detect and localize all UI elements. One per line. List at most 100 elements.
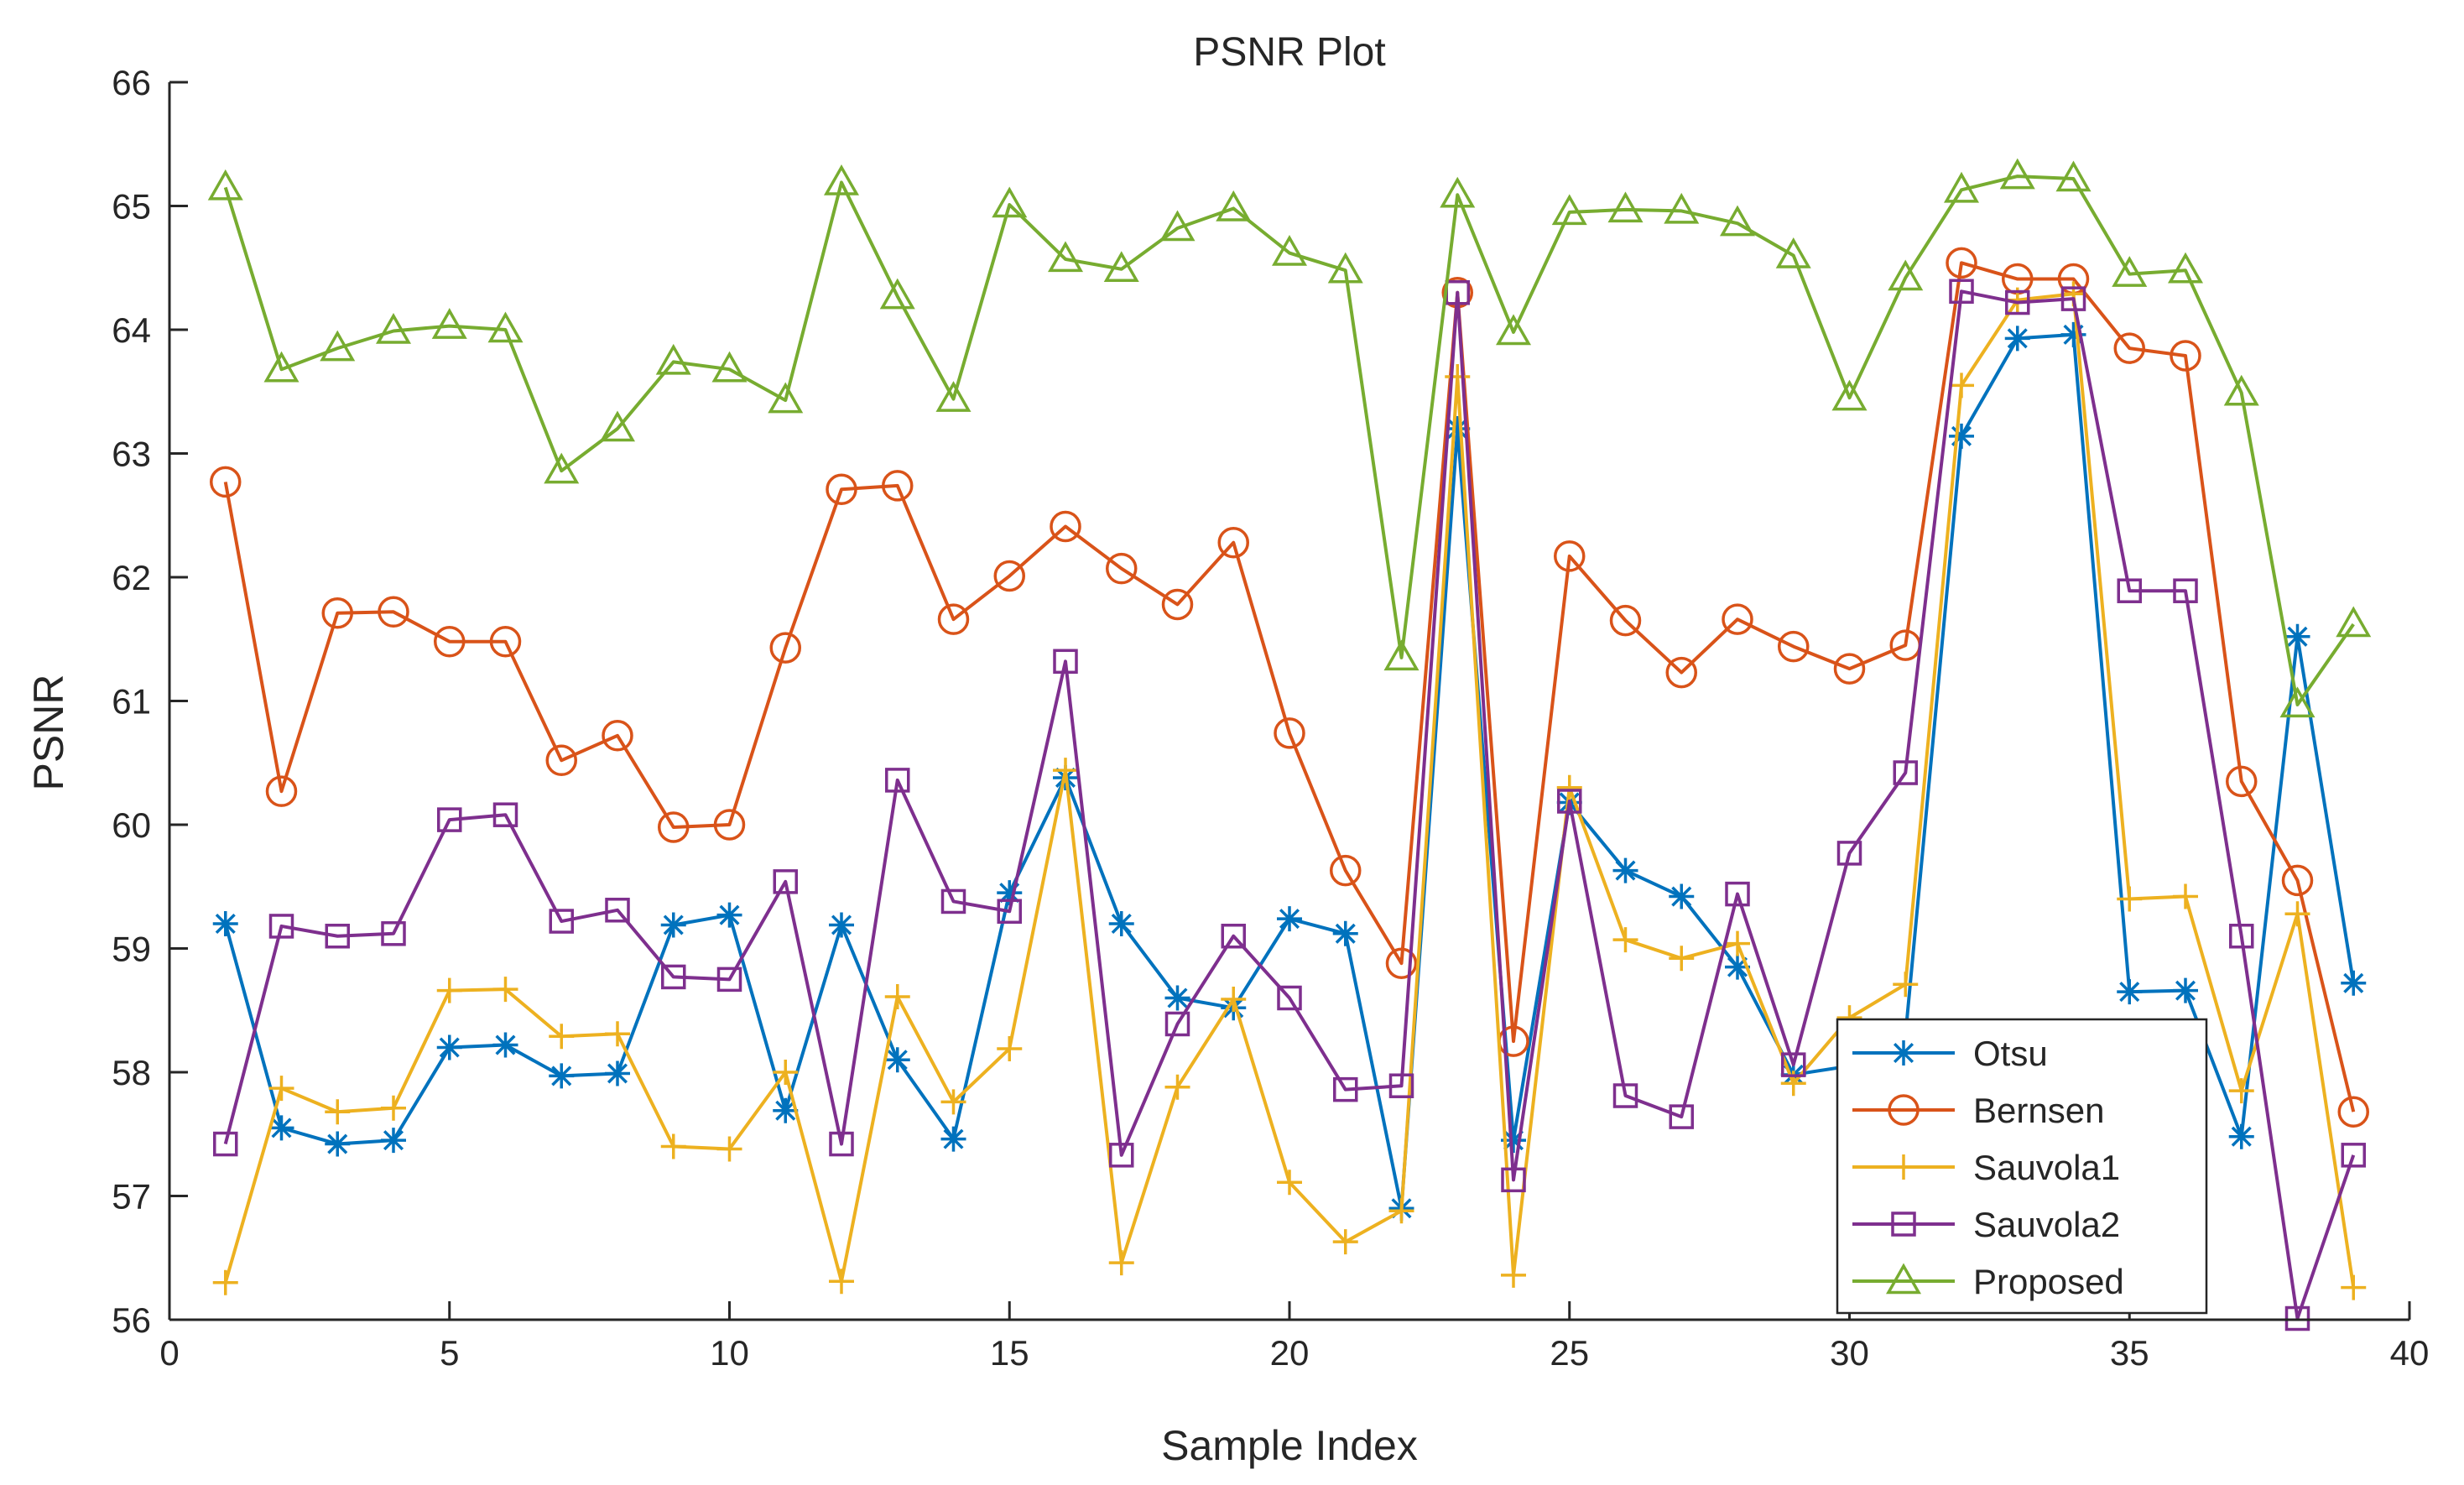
point-proposed-23: [1440, 176, 1476, 208]
legend-marker-otsu: [1891, 1040, 1916, 1066]
legend-label-otsu: Otsu: [1973, 1034, 2048, 1073]
point-sauvola2-16: [1053, 649, 1078, 675]
point-proposed-28: [1719, 205, 1756, 237]
series-otsu: [212, 321, 2367, 1222]
point-sauvola2-37: [2229, 924, 2254, 949]
point-otsu-28: [1725, 954, 1750, 980]
point-sauvola2-5: [437, 807, 462, 832]
point-sauvola1-5: [436, 977, 462, 1003]
point-sauvola2-31: [1893, 760, 1918, 785]
point-otsu-17: [1108, 911, 1134, 936]
point-bernsen-32: [1946, 247, 1977, 279]
point-bernsen-29: [1778, 630, 1810, 663]
point-otsu-39: [2341, 970, 2367, 996]
point-proposed-9: [655, 343, 691, 375]
x-tick-label-20: 20: [1270, 1333, 1310, 1373]
point-sauvola1-10: [716, 1136, 742, 1162]
tick-labels: 0 5 10 15 20 25 30 35 40 56 57 58 59 60 61 62 63 64 65 66: [112, 63, 2429, 1373]
point-bernsen-28: [1722, 603, 1753, 635]
y-tick-label-64: 64: [112, 310, 151, 350]
point-sauvola1-13: [884, 984, 910, 1010]
point-proposed-8: [599, 410, 636, 442]
series-line-proposed: [223, 175, 2355, 706]
point-sauvola2-21: [1333, 1076, 1358, 1102]
legend-item-sauvola1: Sauvola1: [1852, 1148, 2120, 1187]
point-sauvola2-3: [325, 924, 350, 949]
point-bernsen-30: [1833, 653, 1866, 685]
point-proposed-15: [992, 186, 1028, 218]
x-axis-label: Sample Index: [1161, 1422, 1418, 1469]
legend-item-otsu: Otsu: [1852, 1034, 2048, 1073]
point-sauvola1-31: [1893, 972, 1919, 998]
legend-label-proposed: Proposed: [1973, 1262, 2124, 1301]
point-sauvola1-15: [997, 1035, 1023, 1061]
point-otsu-37: [2228, 1123, 2254, 1149]
point-sauvola2-25: [1557, 789, 1582, 814]
point-otsu-18: [1164, 985, 1190, 1011]
point-sauvola2-28: [1725, 881, 1750, 907]
point-sauvola1-26: [1612, 927, 1638, 953]
point-bernsen-35: [2113, 332, 2145, 364]
point-bernsen-18: [1161, 588, 1194, 621]
legend-marker-sauvola1: [1891, 1154, 1916, 1180]
point-bernsen-36: [2170, 340, 2201, 372]
y-tick-label-57: 57: [112, 1177, 151, 1217]
point-bernsen-7: [545, 744, 577, 777]
point-sauvola2-33: [2005, 289, 2030, 315]
point-sauvola2-1: [213, 1131, 238, 1157]
point-sauvola1-21: [1332, 1229, 1358, 1255]
point-sauvola1-12: [829, 1269, 854, 1295]
point-sauvola1-20: [1277, 1170, 1302, 1196]
point-otsu-33: [2004, 326, 2030, 352]
point-sauvola1-37: [2228, 1078, 2254, 1104]
point-sauvola2-19: [1221, 924, 1246, 949]
legend-marker-sauvola2: [1891, 1211, 1916, 1237]
point-bernsen-2: [265, 775, 298, 807]
point-bernsen-10: [713, 809, 746, 841]
point-sauvola2-15: [997, 899, 1022, 924]
point-proposed-37: [2223, 374, 2259, 406]
y-tick-label-62: 62: [112, 558, 151, 597]
point-proposed-3: [320, 330, 356, 362]
point-sauvola1-14: [940, 1089, 966, 1115]
point-otsu-4: [381, 1128, 406, 1154]
point-sauvola2-14: [940, 888, 966, 914]
point-bernsen-16: [1050, 510, 1081, 543]
series-line-sauvola2: [223, 289, 2356, 1321]
point-bernsen-3: [321, 597, 353, 629]
point-proposed-4: [375, 312, 412, 344]
point-bernsen-37: [2226, 765, 2258, 798]
point-proposed-11: [768, 382, 804, 414]
point-sauvola1-7: [549, 1024, 575, 1050]
y-tick-label-58: 58: [112, 1053, 151, 1092]
point-sauvola2-34: [2060, 286, 2086, 311]
point-bernsen-13: [882, 470, 914, 502]
legend-label-sauvola1: Sauvola1: [1973, 1148, 2120, 1187]
point-proposed-6: [487, 311, 524, 343]
point-sauvola2-32: [1949, 279, 1974, 305]
point-bernsen-8: [602, 720, 633, 752]
point-proposed-22: [1383, 639, 1420, 671]
point-otsu-35: [2117, 979, 2143, 1005]
x-tick-label-40: 40: [2390, 1333, 2430, 1373]
point-otsu-38: [2284, 623, 2310, 649]
point-otsu-2: [268, 1115, 294, 1141]
point-sauvola2-7: [549, 909, 574, 934]
point-proposed-1: [207, 169, 243, 201]
point-bernsen-4: [378, 596, 409, 628]
point-proposed-16: [1047, 241, 1084, 273]
legend-item-sauvola2: Sauvola2: [1852, 1205, 2120, 1244]
point-proposed-29: [1775, 237, 1811, 268]
point-sauvola2-12: [829, 1131, 854, 1157]
point-sauvola1-23: [1445, 364, 1471, 390]
point-otsu-5: [436, 1034, 462, 1060]
point-otsu-34: [2060, 321, 2086, 347]
point-proposed-27: [1664, 192, 1700, 224]
point-proposed-31: [1888, 259, 1924, 291]
point-proposed-17: [1103, 251, 1139, 282]
point-bernsen-39: [2337, 1096, 2369, 1128]
point-bernsen-21: [1330, 854, 1362, 887]
x-tick-label-25: 25: [1550, 1333, 1589, 1373]
point-proposed-5: [431, 308, 467, 339]
point-otsu-20: [1277, 906, 1302, 932]
